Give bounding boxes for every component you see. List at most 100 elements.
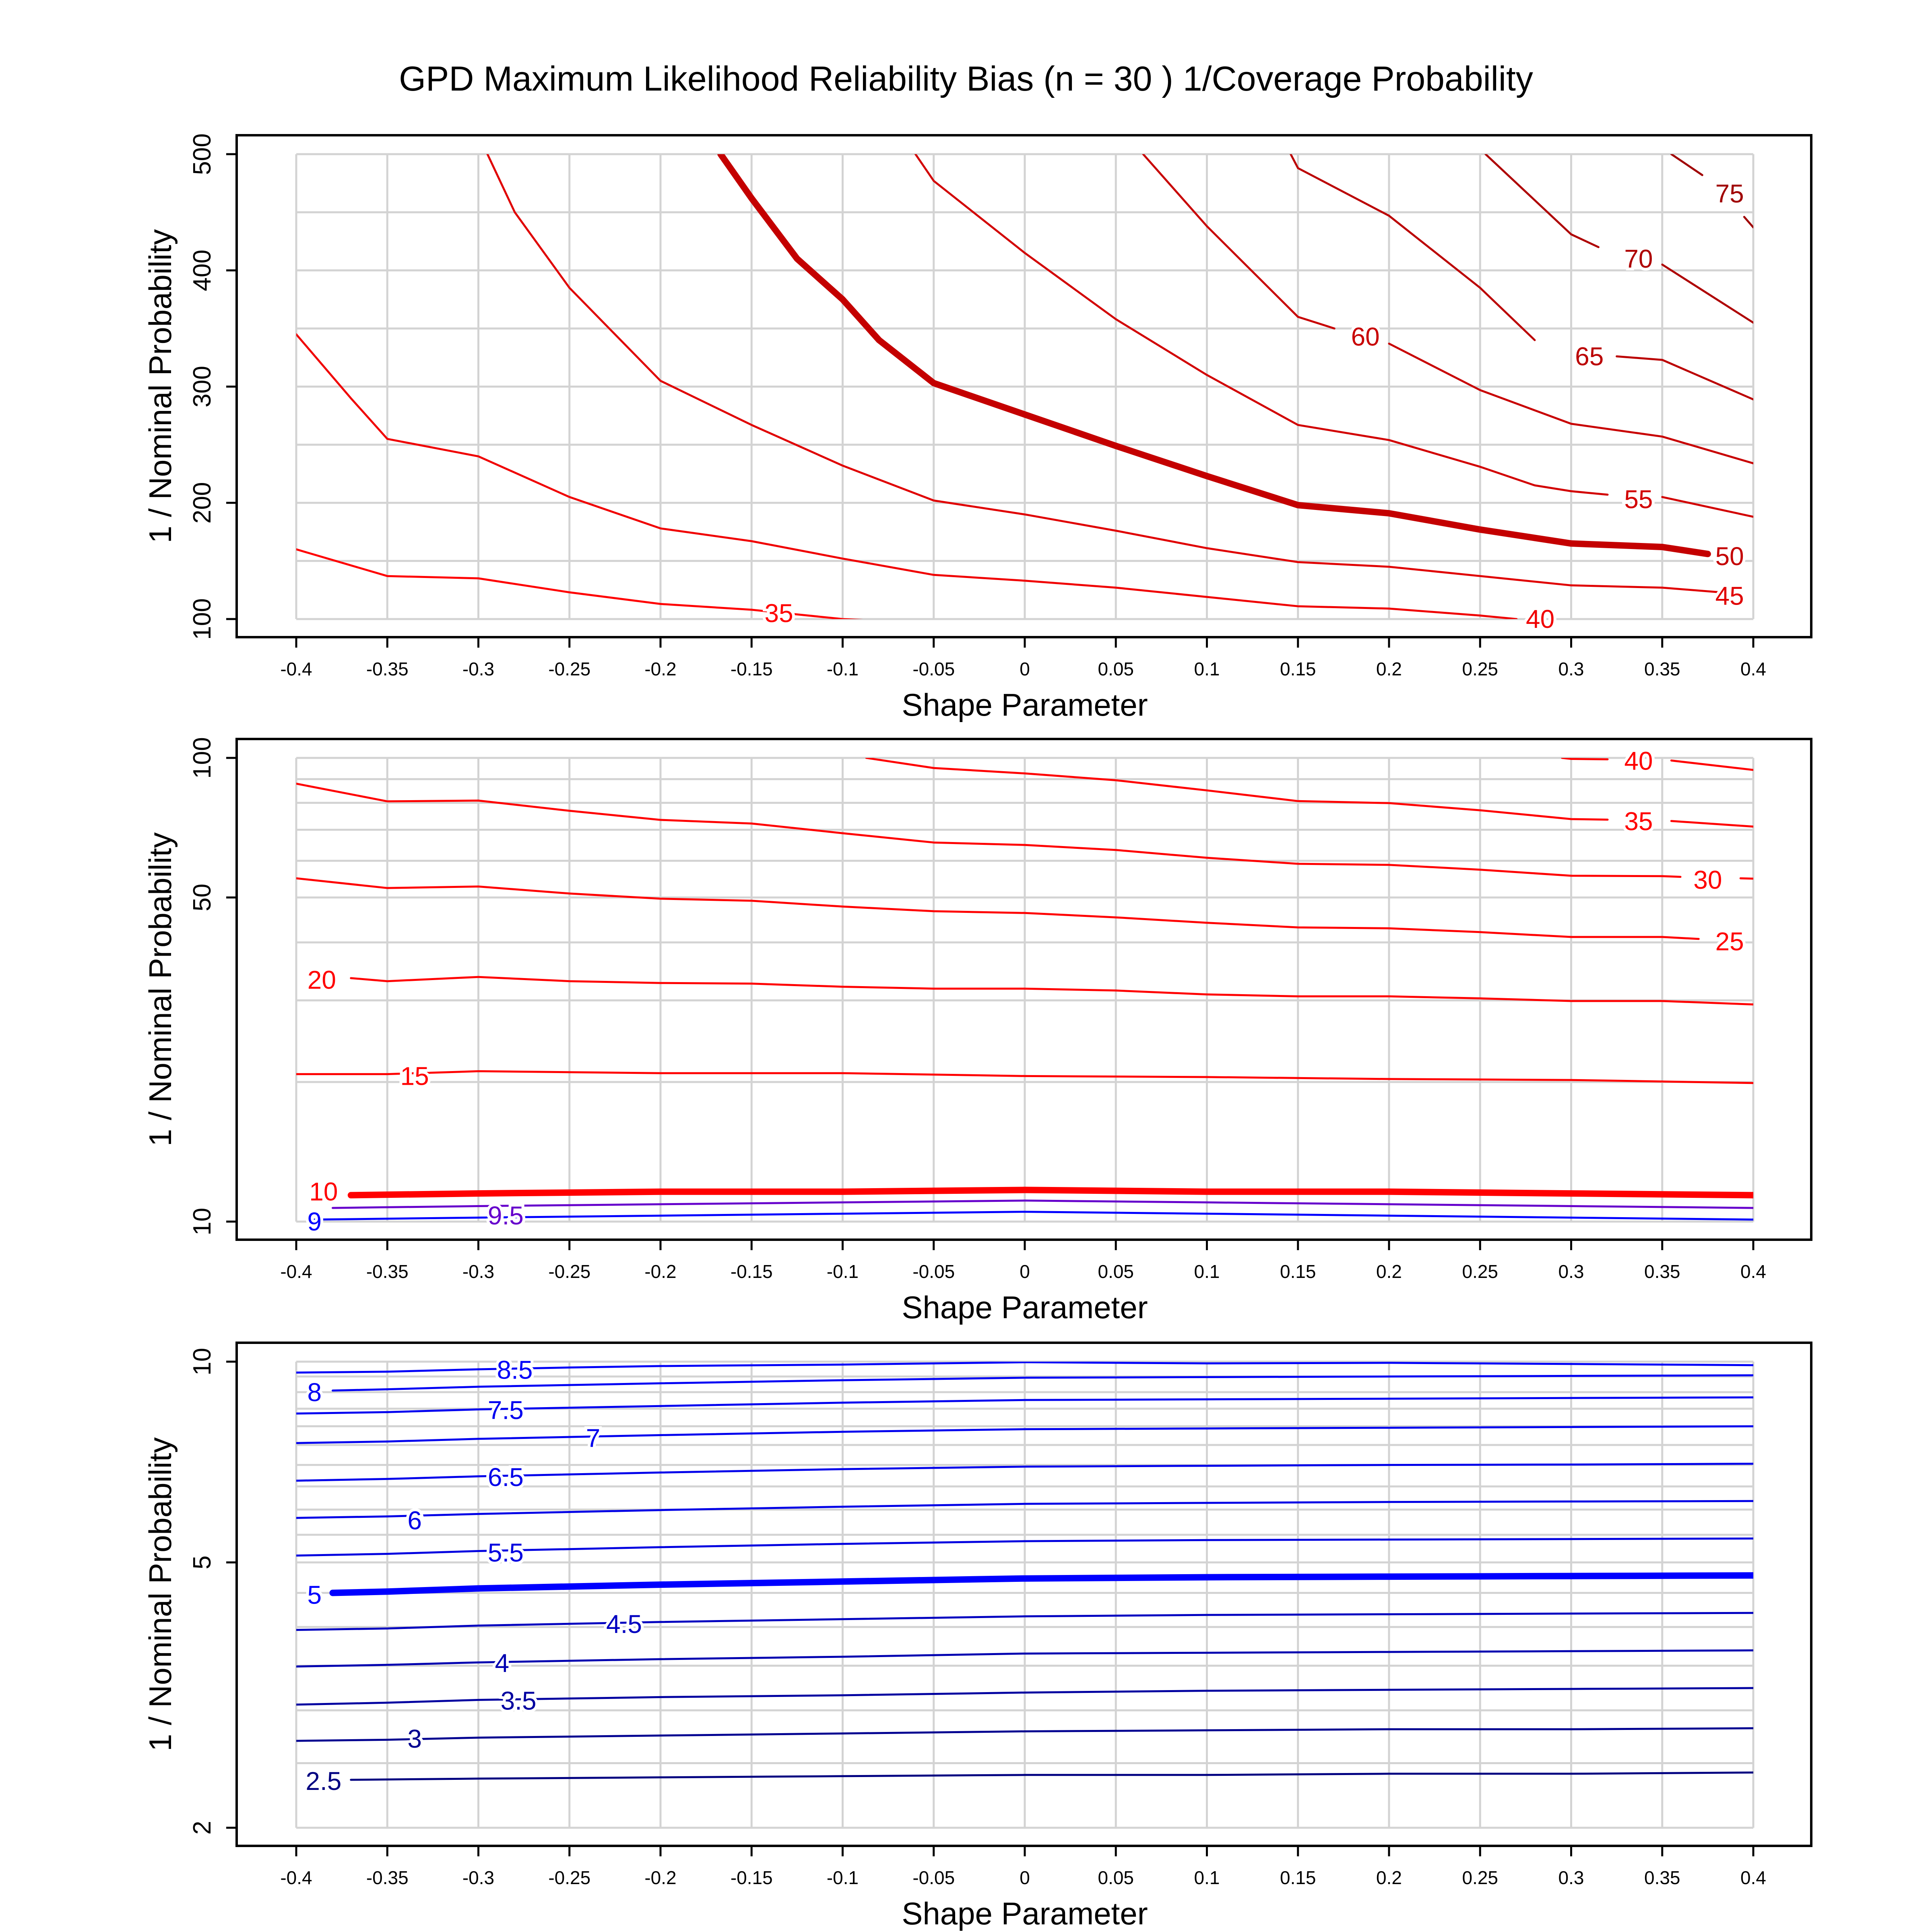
x-tick-label: -0.15: [731, 658, 773, 679]
panel-3: -0.4 -0.35 -0.3 -0.25 -0.2 -0.15 -0.1 -0.05 0 0.0…: [142, 1342, 1812, 1931]
contour-line-45: [486, 154, 1736, 594]
y-axis-label: 1 / Nominal Probability: [142, 832, 178, 1146]
contour-line-5-5: [296, 1537, 1753, 1557]
contour-line-35: [296, 548, 863, 619]
contour-label-8-5: 8.5: [497, 1355, 533, 1384]
contour-line-2-5: [350, 1771, 1753, 1781]
x-tick-label: -0.4: [280, 658, 312, 679]
contour-label-70: 70: [1624, 244, 1653, 273]
x-tick-label: -0.1: [827, 1261, 859, 1282]
x-tick-label: -0.35: [366, 1867, 409, 1888]
x-tick-label: -0.15: [731, 1261, 773, 1282]
y-tick-label: 200: [188, 482, 216, 524]
x-tick-label: 0.4: [1740, 658, 1766, 679]
contour-line-20: [350, 976, 1753, 1005]
x-axis-label: Shape Parameter: [902, 1290, 1148, 1325]
x-tick-label: 0.25: [1462, 1261, 1498, 1282]
contour-line-40: [296, 333, 1518, 619]
x-tick-label: -0.25: [548, 1867, 590, 1888]
contour-label-9-5: 9.5: [488, 1201, 524, 1230]
contour-label-5-5: 5.5: [488, 1538, 524, 1567]
contour-line-segment-60: [1388, 343, 1753, 464]
x-tick-label: -0.15: [731, 1867, 773, 1888]
x-tick-label: 0.4: [1740, 1261, 1766, 1282]
y-tick-label: 100: [188, 737, 216, 778]
x-tick-label: 0.15: [1280, 1261, 1316, 1282]
contour-line-8: [332, 1374, 1753, 1392]
contour-label-40: 40: [1624, 747, 1653, 776]
x-tick-label: 0.35: [1644, 1867, 1680, 1888]
contour-label-4: 4: [495, 1649, 510, 1678]
x-tick-label: 0.3: [1558, 1261, 1584, 1282]
contour-line-70: [1484, 154, 1600, 248]
contour-label-35: 35: [765, 599, 793, 628]
x-tick-label: -0.35: [366, 1261, 409, 1282]
x-tick-label: 0.35: [1644, 1261, 1680, 1282]
contour-label-3: 3: [407, 1724, 422, 1753]
y-axis-label: 1 / Nominal Probability: [142, 229, 178, 543]
contour-label-6-5: 6.5: [488, 1463, 524, 1492]
contour-line-10: [347, 1187, 1753, 1199]
contour-line-6: [296, 1500, 1753, 1519]
x-tick-label: 0.35: [1644, 658, 1680, 679]
x-axis-label: Shape Parameter: [902, 687, 1148, 722]
contour-line-segment-55: [1661, 496, 1753, 518]
x-tick-label: 0.25: [1462, 1867, 1498, 1888]
x-tick-label: 0.3: [1558, 1867, 1584, 1888]
x-tick-label: 0.1: [1194, 1261, 1220, 1282]
x-axis-label: Shape Parameter: [902, 1896, 1148, 1931]
figure-title: GPD Maximum Likelihood Reliability Bias …: [399, 60, 1533, 98]
contour-line-segment-30: [1739, 877, 1753, 880]
contour-line-65: [1290, 154, 1536, 341]
contour-line-segment-40: [1670, 760, 1753, 771]
contour-label-30: 30: [1693, 865, 1722, 894]
contour-label-4-5: 4.5: [606, 1610, 642, 1639]
x-tick-label: 0: [1020, 658, 1030, 679]
x-tick-label: -0.05: [912, 1867, 955, 1888]
contour-label-20: 20: [308, 966, 336, 995]
contour-label-60: 60: [1351, 322, 1380, 351]
contour-line-3-5: [296, 1687, 1753, 1706]
x-tick-label: 0.3: [1558, 658, 1584, 679]
contour-label-6: 6: [407, 1506, 422, 1535]
x-tick-label: -0.25: [548, 1261, 590, 1282]
y-tick-label: 5: [188, 1555, 216, 1569]
y-tick-label: 50: [188, 883, 216, 911]
contour-label-35: 35: [1624, 807, 1653, 836]
y-tick-label: 400: [188, 250, 216, 291]
contour-label-8: 8: [307, 1378, 322, 1407]
contour-line-7: [296, 1425, 1753, 1444]
contour-line-35: [865, 758, 1609, 821]
y-axis-label: 1 / Nominal Probability: [142, 1437, 178, 1751]
contour-label-9: 9: [307, 1207, 322, 1236]
contour-label-10: 10: [309, 1177, 338, 1206]
y-tick-label: 10: [188, 1348, 216, 1376]
x-tick-label: -0.05: [912, 658, 955, 679]
x-tick-label: -0.1: [827, 658, 859, 679]
x-tick-label: 0.25: [1462, 658, 1498, 679]
x-tick-label: 0.05: [1098, 1867, 1134, 1888]
panel-1: -0.4 -0.35 -0.3 -0.25 -0.2 -0.15 -0.1 -0.05 0 0.0…: [142, 133, 1812, 722]
x-tick-label: -0.2: [644, 1261, 676, 1282]
contour-label-45: 45: [1715, 581, 1744, 610]
contour-line-55: [914, 154, 1609, 496]
contour-line-4-5: [296, 1612, 1753, 1631]
contour-line-segment-75: [1743, 216, 1753, 229]
contour-label-5: 5: [307, 1580, 322, 1609]
x-tick-label: 0.15: [1280, 658, 1316, 679]
contour-line-7-5: [296, 1396, 1753, 1415]
panel-2: -0.4 -0.35 -0.3 -0.25 -0.2 -0.15 -0.1 -0.05 0 0.0…: [142, 737, 1812, 1325]
contour-line-3: [296, 1727, 1753, 1742]
contour-line-8-5: [296, 1362, 1753, 1374]
x-tick-label: 0.05: [1098, 658, 1134, 679]
contour-label-7-5: 7.5: [488, 1395, 524, 1424]
x-tick-label: 0.2: [1376, 658, 1402, 679]
x-tick-label: -0.05: [912, 1261, 955, 1282]
contour-line-25: [296, 877, 1700, 940]
contour-label-7: 7: [586, 1424, 601, 1453]
x-tick-label: -0.4: [280, 1867, 312, 1888]
contour-label-55: 55: [1624, 485, 1653, 514]
contour-label-50: 50: [1715, 542, 1744, 571]
x-tick-label: -0.3: [462, 658, 494, 679]
